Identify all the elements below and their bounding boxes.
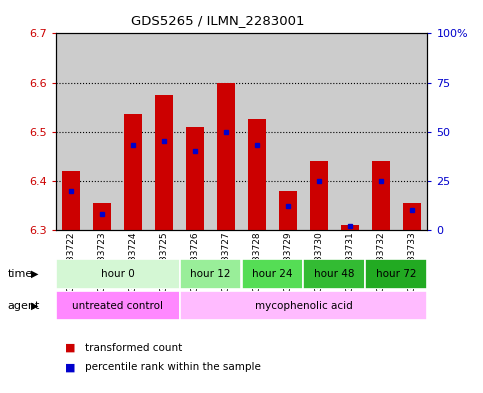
Text: ▶: ▶	[31, 301, 39, 310]
Bar	[242, 33, 272, 230]
Bar	[180, 259, 242, 289]
Text: transformed count: transformed count	[85, 343, 182, 353]
Bar	[56, 259, 180, 289]
Text: ■: ■	[65, 343, 76, 353]
Bar	[186, 127, 204, 230]
Bar	[155, 95, 173, 230]
Bar	[56, 33, 86, 230]
Bar	[56, 291, 180, 320]
Text: hour 24: hour 24	[252, 269, 293, 279]
Bar	[180, 291, 427, 320]
Text: mycophenolic acid: mycophenolic acid	[255, 301, 353, 310]
Bar	[279, 191, 297, 230]
Bar	[217, 83, 235, 230]
Text: GDS5265 / ILMN_2283001: GDS5265 / ILMN_2283001	[130, 14, 304, 27]
Bar	[334, 33, 366, 230]
Bar	[303, 259, 366, 289]
Bar	[124, 114, 142, 230]
Text: hour 72: hour 72	[376, 269, 417, 279]
Bar	[93, 203, 112, 230]
Bar	[397, 33, 427, 230]
Text: hour 12: hour 12	[190, 269, 231, 279]
Text: agent: agent	[7, 301, 40, 310]
Bar	[366, 259, 427, 289]
Bar	[180, 33, 211, 230]
Bar	[242, 259, 303, 289]
Text: ▶: ▶	[31, 269, 39, 279]
Text: hour 0: hour 0	[100, 269, 134, 279]
Bar	[272, 33, 303, 230]
Text: hour 48: hour 48	[314, 269, 355, 279]
Bar	[341, 225, 359, 230]
Bar	[403, 203, 421, 230]
Bar	[62, 171, 80, 230]
Text: ■: ■	[65, 362, 76, 373]
Bar	[117, 33, 149, 230]
Text: untreated control: untreated control	[72, 301, 163, 310]
Text: percentile rank within the sample: percentile rank within the sample	[85, 362, 260, 373]
Bar	[149, 33, 180, 230]
Bar	[248, 119, 266, 230]
Bar	[86, 33, 117, 230]
Bar	[310, 161, 328, 230]
Text: time: time	[7, 269, 32, 279]
Bar	[211, 33, 242, 230]
Bar	[303, 33, 334, 230]
Bar	[372, 161, 390, 230]
Bar	[366, 33, 397, 230]
